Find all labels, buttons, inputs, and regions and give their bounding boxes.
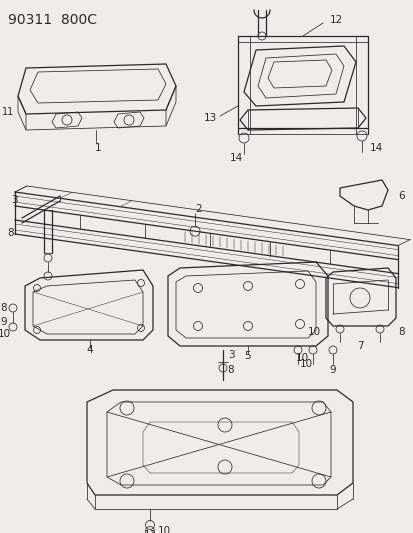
Text: 10: 10 — [0, 329, 11, 339]
Text: 2: 2 — [195, 204, 202, 214]
Text: 8: 8 — [7, 228, 14, 238]
Text: 4: 4 — [86, 345, 93, 355]
Text: 9: 9 — [0, 317, 7, 327]
Text: 90311  800C: 90311 800C — [8, 13, 97, 27]
Text: 6: 6 — [397, 191, 404, 201]
Text: 8: 8 — [398, 327, 404, 337]
Text: 12: 12 — [329, 15, 342, 25]
Text: 8: 8 — [227, 365, 234, 375]
Text: 5: 5 — [244, 351, 251, 361]
Text: 10: 10 — [295, 353, 308, 363]
Text: 3: 3 — [11, 195, 18, 205]
Text: 13: 13 — [203, 113, 216, 123]
Text: 10: 10 — [299, 359, 312, 369]
Text: 14: 14 — [229, 153, 242, 163]
Text: 10: 10 — [307, 327, 320, 337]
Text: 14: 14 — [368, 143, 382, 153]
Text: 7: 7 — [356, 341, 363, 351]
Text: 8: 8 — [0, 303, 7, 313]
Text: 9: 9 — [329, 365, 335, 375]
Text: 10: 10 — [157, 526, 170, 533]
Text: 11: 11 — [2, 107, 14, 117]
Text: 3: 3 — [227, 350, 234, 360]
Text: 1: 1 — [95, 143, 101, 153]
Text: 11: 11 — [143, 530, 156, 533]
